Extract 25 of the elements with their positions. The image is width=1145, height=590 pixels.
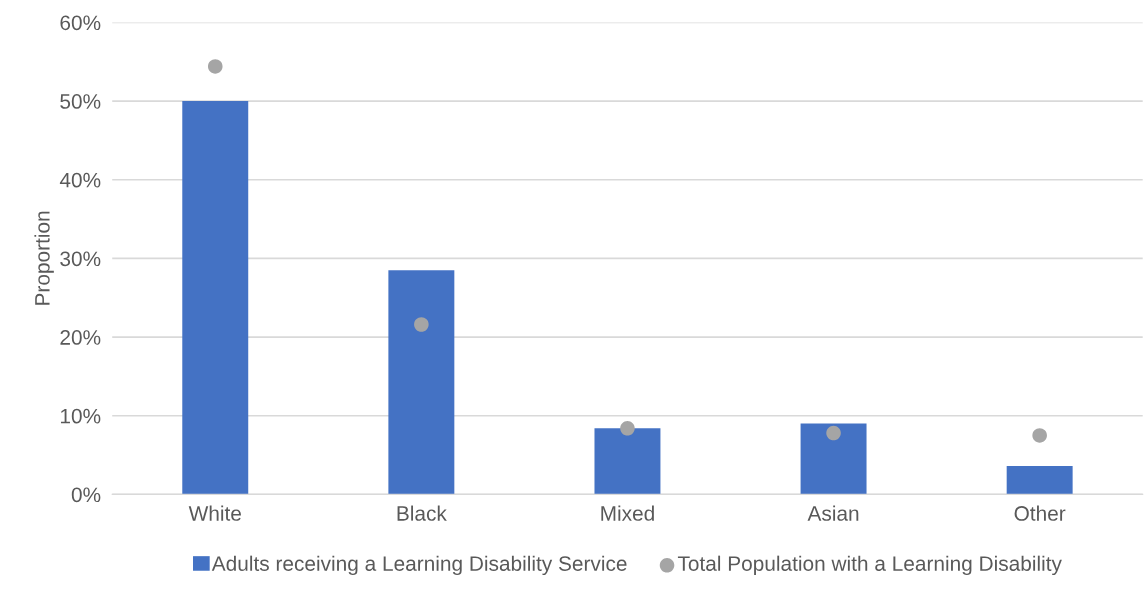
x-tick-label: Mixed [601,505,654,521]
bar [800,423,867,495]
y-tick-label: 40% [59,172,101,188]
bar [388,270,455,495]
x-tick-label: Asian [807,505,859,521]
legend-label: Total Population with a Learning Disability [677,555,1062,576]
x-tick-label: Black [397,505,447,521]
x-tick-label: Other [1014,505,1066,521]
y-axis-title: Proportion [34,211,54,305]
point [826,425,841,441]
y-tick-label: 20% [60,330,101,345]
y-tick-label: 50% [60,94,101,109]
y-tick-label: 60% [60,15,101,31]
point [1032,428,1047,443]
y-tick-label: 10% [60,408,101,424]
bar [182,101,249,495]
bar [1006,466,1073,495]
y-tick-label: 30% [60,251,101,267]
y-tick-label: 0% [71,487,101,503]
point [620,421,635,436]
bar [594,428,661,495]
x-tick-label: White [188,505,241,521]
point [414,317,429,332]
point [207,59,223,74]
legend-label: Adults receiving a Learning Disability Service [211,555,627,576]
